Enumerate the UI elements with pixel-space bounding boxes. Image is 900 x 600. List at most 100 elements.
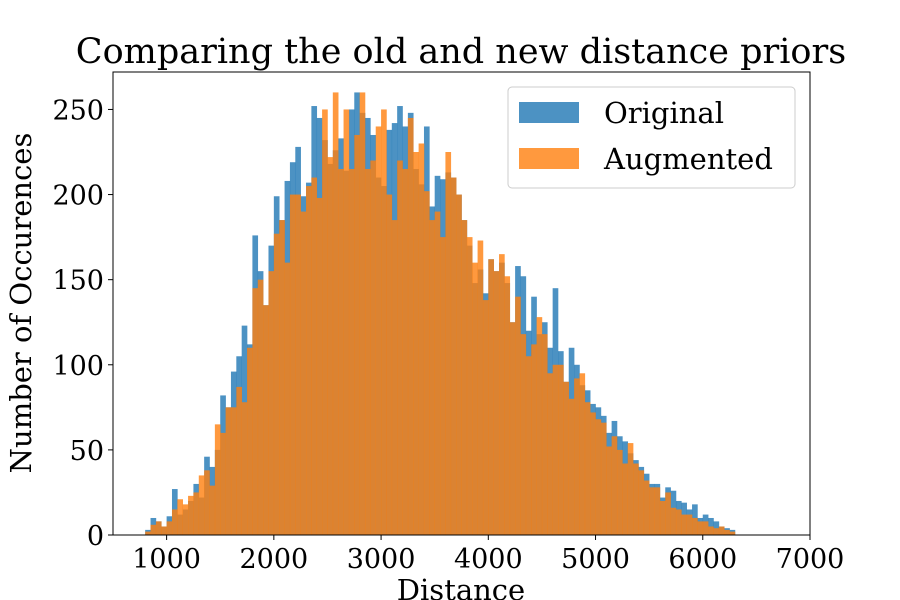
- legend-label-augmented: Augmented: [603, 142, 773, 176]
- bar-augmented: [633, 463, 639, 535]
- bar-augmented: [359, 92, 366, 536]
- bar-augmented: [568, 398, 575, 535]
- bar-augmented: [386, 194, 393, 535]
- bar-augmented: [456, 194, 462, 535]
- bar-augmented: [241, 402, 248, 535]
- bar-augmented: [665, 492, 671, 535]
- x-tick-label: 3000: [347, 544, 416, 575]
- y-tick-label: 200: [52, 181, 104, 212]
- bar-augmented: [322, 109, 328, 535]
- bar-augmented: [220, 432, 226, 535]
- bar-augmented: [611, 436, 618, 535]
- bar-augmented: [171, 509, 178, 535]
- bar-augmented: [193, 492, 200, 535]
- bar-augmented: [477, 240, 484, 535]
- legend: Original Augmented: [507, 86, 796, 189]
- plot-area-frame: [112, 71, 811, 536]
- bar-augmented: [472, 262, 478, 535]
- bar-augmented: [595, 419, 602, 535]
- bar-augmented: [552, 364, 559, 535]
- bar-augmented: [692, 517, 698, 535]
- bar-augmented: [579, 373, 586, 535]
- bar-augmented: [541, 334, 548, 535]
- bar-augmented: [702, 521, 709, 535]
- bar-augmented: [284, 262, 291, 535]
- bar-augmented: [397, 160, 403, 535]
- chart-title: Comparing the old and new distance prior…: [76, 32, 846, 72]
- bar-augmented: [247, 347, 253, 535]
- bar-augmented: [236, 386, 242, 535]
- bar-augmented: [268, 271, 275, 535]
- bar-augmented: [364, 169, 371, 535]
- bar-augmented: [289, 194, 296, 535]
- bar-augmented: [461, 220, 468, 535]
- bar-augmented: [713, 528, 720, 535]
- bar-augmented: [407, 117, 414, 536]
- bar-augmented: [188, 495, 194, 535]
- legend-label-original: Original: [604, 96, 724, 130]
- x-tick-label: 1000: [132, 544, 201, 575]
- legend-swatch-original: [519, 102, 579, 123]
- bar-augmented: [466, 237, 473, 536]
- bar-augmented: [316, 197, 323, 535]
- bar-augmented: [440, 237, 446, 536]
- bar-augmented: [616, 449, 623, 535]
- bar-augmented: [155, 521, 162, 535]
- bar-augmented: [670, 507, 677, 535]
- bar-augmented: [182, 504, 189, 535]
- bar-augmented: [515, 296, 521, 535]
- x-axis-label: Distance: [397, 573, 525, 600]
- bar-augmented: [423, 191, 430, 535]
- bar-augmented: [327, 157, 334, 536]
- bar-augmented: [531, 344, 537, 535]
- bar-augmented: [536, 317, 543, 535]
- bar-augmented: [558, 364, 564, 535]
- bar-augmented: [622, 463, 629, 535]
- bar-augmented: [606, 446, 612, 535]
- bar-augmented: [311, 177, 318, 536]
- bar-augmented: [429, 220, 435, 535]
- y-tick-label: 50: [70, 436, 104, 467]
- bar-augmented: [718, 526, 725, 535]
- legend-frame: [507, 86, 796, 189]
- bar-augmented: [600, 422, 607, 535]
- bar-augmented: [509, 322, 516, 535]
- y-tick-label: 150: [52, 266, 104, 297]
- bar-augmented: [445, 152, 452, 535]
- bar-augmented: [295, 194, 301, 535]
- bar-augmented: [257, 279, 264, 535]
- bar-augmented: [434, 211, 441, 535]
- bar-augmented: [370, 160, 377, 535]
- bar-augmented: [654, 487, 661, 535]
- bar-augmented: [547, 373, 553, 535]
- bar-augmented: [214, 424, 221, 535]
- bar-augmented: [643, 480, 650, 535]
- y-axis-ticks: 0 50 100 150 200 250: [52, 95, 113, 552]
- bar-augmented: [493, 271, 500, 535]
- bar-augmented: [574, 378, 580, 535]
- bar-augmented: [225, 407, 232, 535]
- bar-augmented: [198, 475, 205, 535]
- bar-augmented: [590, 412, 596, 535]
- bar-augmented: [343, 109, 350, 535]
- bar-augmented: [338, 169, 344, 535]
- bar-augmented: [627, 443, 634, 535]
- bar-augmented: [708, 526, 714, 535]
- bar-augmented: [450, 177, 457, 536]
- y-tick-label: 100: [52, 351, 104, 382]
- y-tick-label: 0: [87, 521, 104, 552]
- bar-augmented: [504, 276, 511, 535]
- bar-augmented: [525, 356, 532, 535]
- bar-augmented: [204, 470, 210, 535]
- bar-augmented: [375, 126, 382, 535]
- bar-augmented: [488, 259, 494, 535]
- bar-augmented: [150, 524, 157, 535]
- bar-augmented: [263, 305, 269, 535]
- x-tick-label: 2000: [239, 544, 308, 575]
- x-tick-label: 6000: [668, 544, 737, 575]
- bar-augmented: [686, 514, 693, 535]
- bar-augmented: [391, 220, 398, 535]
- x-tick-label: 5000: [561, 544, 630, 575]
- x-axis-ticks: 1000 2000 3000 4000 5000 6000 7000: [132, 535, 844, 575]
